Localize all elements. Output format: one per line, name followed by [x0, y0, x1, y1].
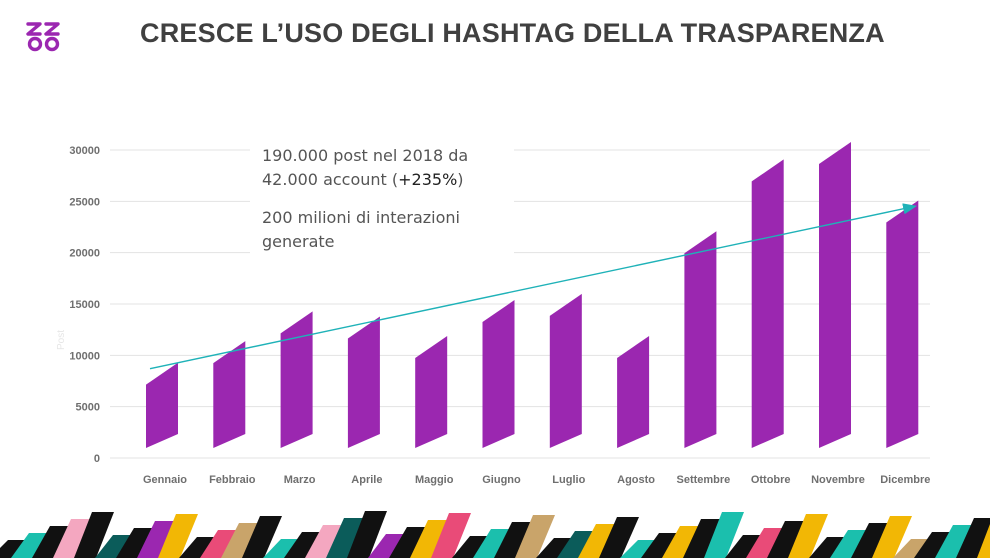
footer-stripe: [704, 512, 744, 558]
y-tick-label: 25000: [69, 196, 100, 208]
footer-stripe: [347, 511, 387, 558]
footer-stripe: [767, 521, 807, 558]
annotation-line-1b: 42.000 account (+235%): [262, 168, 502, 192]
footer-stripe: [53, 519, 93, 558]
footer-stripe: [431, 513, 471, 558]
footer-stripe: [536, 538, 576, 558]
bar: [146, 362, 178, 448]
footer-stripe: [725, 535, 765, 558]
bar: [347, 316, 380, 448]
footer-stripe: [788, 514, 828, 558]
footer-stripe: [872, 516, 912, 558]
x-tick-label: Settembre: [677, 474, 731, 486]
footer-stripe: [410, 520, 450, 558]
bar: [549, 293, 582, 448]
slide-title: CRESCE L’USO DEGLI HASHTAG DELLA TRASPAR…: [140, 18, 885, 48]
footer-stripe: [851, 523, 891, 558]
y-tick-label: 0: [94, 453, 100, 465]
footer-stripe: [242, 516, 282, 558]
footer-stripe: [809, 537, 849, 558]
bar: [415, 335, 448, 448]
bar: [886, 200, 919, 448]
footer-stripe: [221, 523, 261, 558]
annotation-line-2b: generate: [262, 232, 335, 251]
footer-stripe: [620, 540, 660, 558]
bar: [280, 311, 313, 448]
footer-stripe: [32, 526, 72, 558]
x-tick-label: Giugno: [482, 474, 521, 486]
x-tick-label: Gennaio: [143, 474, 187, 486]
trend-line: [149, 203, 918, 370]
footer-stripe: [830, 530, 870, 558]
footer-stripe: [389, 527, 429, 558]
footer-stripe: [746, 528, 786, 558]
bar: [684, 231, 717, 448]
footer-stripe: [368, 534, 408, 558]
bar: [213, 341, 246, 448]
y-tick-label: 30000: [69, 145, 100, 157]
y-tick-label: 20000: [69, 248, 100, 260]
y-tick-label: 5000: [76, 402, 100, 414]
footer-stripe: [662, 526, 702, 558]
footer-stripe: [158, 514, 198, 558]
x-tick-label: Luglio: [552, 474, 585, 486]
growth-percentage: +235%: [398, 170, 458, 189]
footer-stripe: [263, 539, 303, 558]
footer-stripe: [305, 525, 345, 558]
x-tick-label: Dicembre: [880, 474, 930, 486]
annotation-prefix: 42.000 account (: [262, 170, 399, 189]
footer-stripe: [452, 536, 492, 558]
x-tick-label: Febbraio: [209, 474, 256, 486]
x-tick-label: Agosto: [617, 474, 655, 486]
bar: [751, 159, 784, 448]
x-tick-label: Aprile: [351, 474, 382, 486]
footer-stripe: [683, 519, 723, 558]
footer-stripe: [515, 515, 555, 558]
y-axis-label: Post: [56, 330, 67, 350]
bar-chart: 0 5000 10000 15000 20000 25000 30000 Post Gennai…: [56, 141, 930, 486]
footer-stripe: [200, 530, 240, 558]
bar: [482, 300, 515, 448]
annotation-line-2a: 200 milioni di interazioni: [262, 208, 460, 227]
chart-annotation: 190.000 post nel 2018 da 42.000 account …: [250, 142, 514, 266]
x-tick-label: Novembre: [811, 474, 865, 486]
footer-stripe: [494, 522, 534, 558]
footer-stripe: [95, 535, 135, 558]
bar: [819, 141, 851, 449]
footer-stripe: [179, 537, 219, 558]
zooppa-logo-icon: [26, 22, 60, 52]
footer-stripe: [599, 517, 639, 558]
footer-stripe: [326, 518, 366, 558]
footer-stripe: [914, 532, 954, 558]
footer-stripe: [137, 521, 177, 558]
y-tick-label: 15000: [69, 299, 100, 311]
annotation-suffix: ): [457, 170, 464, 189]
footer-stripe: [578, 524, 618, 558]
x-tick-label: Marzo: [284, 474, 316, 486]
y-tick-label: 10000: [69, 350, 100, 362]
x-tick-label: Maggio: [415, 474, 454, 486]
footer-stripe: [74, 512, 114, 558]
decorative-footer-pattern: [0, 511, 990, 558]
x-tick-label: Ottobre: [751, 474, 791, 486]
footer-stripe: [935, 525, 975, 558]
annotation-line-1a: 190.000 post nel 2018 da: [262, 146, 469, 165]
footer-stripe: [284, 532, 324, 558]
footer-stripe: [557, 531, 597, 558]
footer-stripe: [893, 539, 933, 558]
footer-stripe: [473, 529, 513, 558]
footer-stripe: [641, 533, 681, 558]
footer-stripe: [11, 533, 51, 558]
bar: [617, 335, 650, 448]
footer-stripe: [116, 528, 156, 558]
